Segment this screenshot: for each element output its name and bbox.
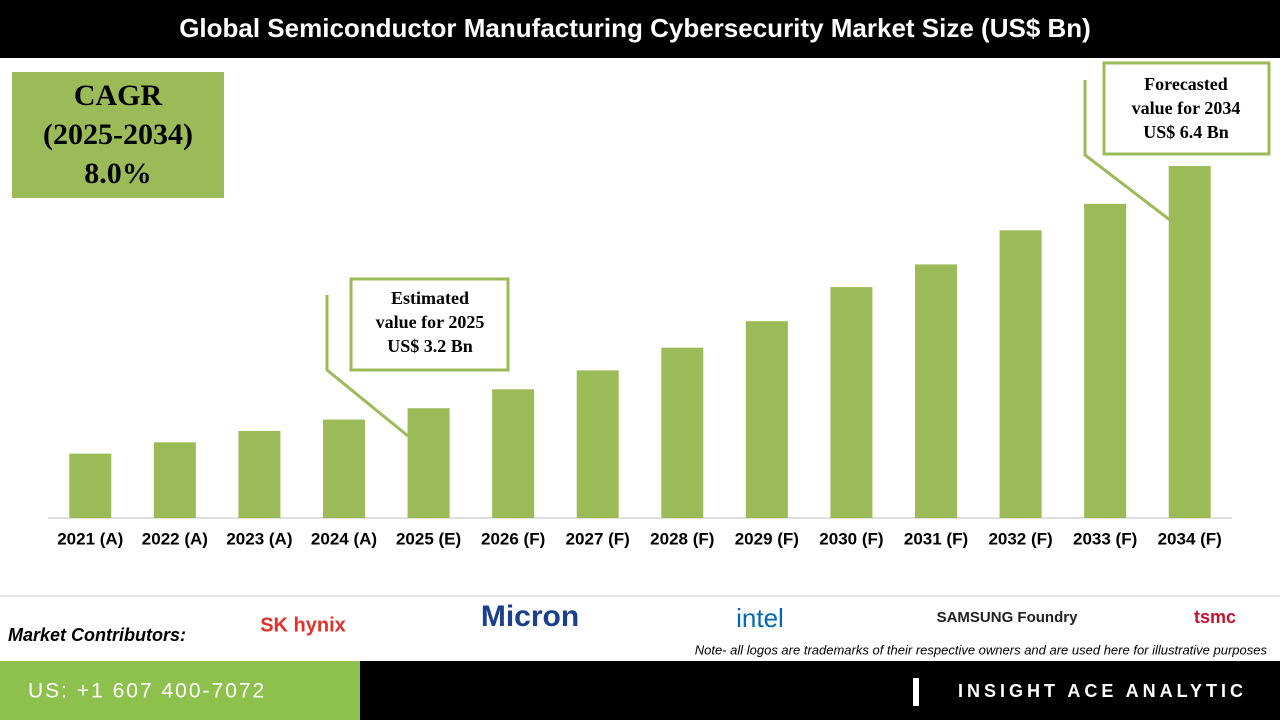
bar [153, 442, 196, 518]
logo: Micron [481, 600, 579, 633]
cagr-text: CAGR [74, 79, 163, 112]
annotation: US$ 6.4 Bn [1143, 122, 1229, 142]
callout-box [1102, 61, 1271, 156]
bar [576, 370, 619, 518]
x-tick-label: 2028 (F) [650, 529, 714, 548]
annotation: Estimated [391, 288, 469, 308]
bar [830, 287, 873, 518]
bar [1084, 203, 1127, 518]
bar [915, 264, 957, 518]
x-tick-label: 2021 (A) [57, 529, 123, 548]
annotation: value for 2034 [1132, 98, 1241, 118]
bar [323, 419, 365, 518]
x-tick-label: 2030 (F) [819, 529, 883, 548]
annotation: Forecasted [1144, 74, 1228, 94]
cagr-text: (2025-2034) [43, 118, 193, 151]
x-tick-label: 2027 (F) [566, 529, 630, 548]
x-tick-label: 2034 (F) [1158, 529, 1222, 548]
logo: SAMSUNG Foundry [937, 609, 1078, 626]
brand: INSIGHT ACE ANALYTIC [958, 681, 1247, 701]
x-tick-label: 2025 (E) [396, 529, 461, 548]
x-tick-label: 2032 (F) [988, 529, 1052, 548]
note: Note- all logos are trademarks of their … [695, 642, 1268, 657]
annotation: value for 2025 [376, 312, 485, 332]
chart-title: Global Semiconductor Manufacturing Cyber… [179, 13, 1091, 43]
title-bar [0, 0, 1280, 58]
bar [1168, 165, 1211, 519]
x-tick-label: 2029 (F) [735, 529, 799, 548]
callout-box [349, 277, 510, 372]
brand-bar [360, 661, 1280, 720]
bar [999, 230, 1042, 519]
x-tick-label: 2033 (F) [1073, 529, 1137, 548]
x-tick-label: 2023 (A) [226, 529, 292, 548]
bar [661, 347, 704, 518]
cagr-box [12, 72, 224, 198]
x-tick-label: 2026 (F) [481, 529, 545, 548]
brand-icon [913, 678, 919, 706]
contact-bar [0, 661, 360, 720]
logo: tsmc [1194, 607, 1236, 627]
contact: US: +1 607 400-7072 [28, 680, 266, 703]
bar [492, 389, 535, 518]
contributors-label: Market Contributors: [8, 625, 186, 645]
x-tick-label: 2022 (A) [142, 529, 208, 548]
bar [69, 453, 112, 518]
logo: intel [736, 603, 784, 633]
x-tick-label: 2031 (F) [904, 529, 968, 548]
logo: SK hynix [260, 614, 346, 636]
callout-line [325, 295, 409, 438]
callout-line [1083, 80, 1171, 222]
bar [745, 321, 788, 518]
bar [238, 430, 281, 518]
x-tick-label: 2024 (A) [311, 529, 377, 548]
bar [407, 408, 450, 518]
annotation: US$ 3.2 Bn [387, 336, 473, 356]
cagr-text: 8.0% [84, 157, 152, 190]
